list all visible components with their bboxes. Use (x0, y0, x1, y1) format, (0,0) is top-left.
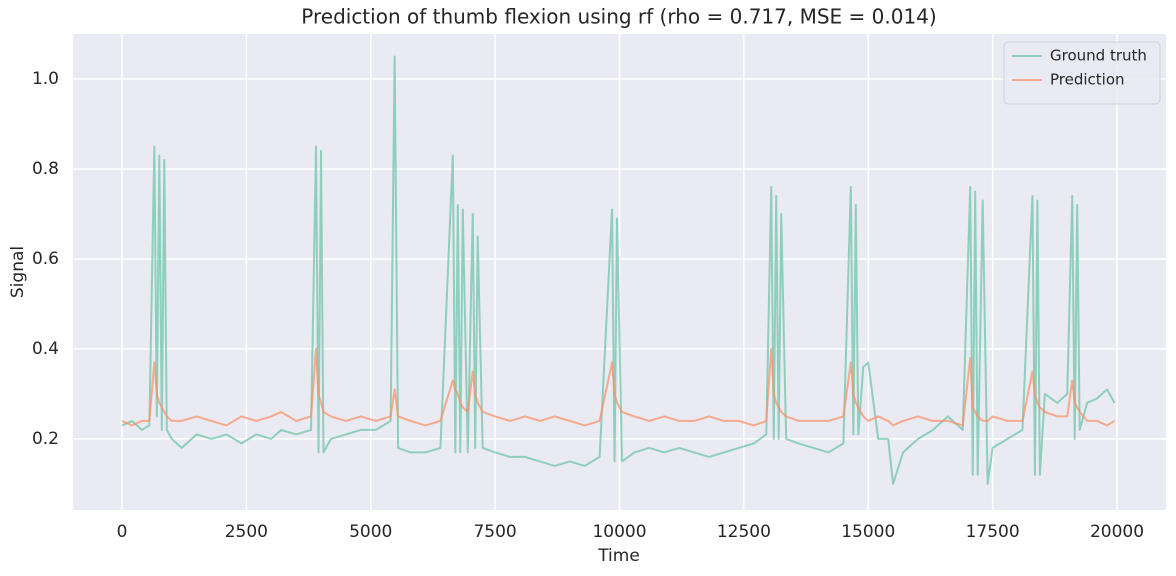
y-tick-label: 0.2 (32, 429, 59, 449)
y-tick-label: 1.0 (32, 69, 59, 89)
series-line (121, 55, 1116, 485)
legend-box (1003, 41, 1161, 105)
x-tick-label: 12500 (717, 522, 771, 542)
x-tick-label: 2500 (225, 522, 268, 542)
y-tick-label: 0.4 (32, 339, 59, 359)
legend-label: Prediction (1050, 71, 1125, 89)
x-tick-label: 5000 (349, 522, 392, 542)
x-tick-label: 15000 (841, 522, 895, 542)
x-tick-label: 0 (117, 522, 128, 542)
legend-label: Ground truth (1050, 47, 1147, 65)
x-axis-label: Time (597, 546, 640, 566)
x-tick-label: 20000 (1090, 522, 1144, 542)
y-axis-label: Signal (8, 246, 28, 298)
x-tick-label: 17500 (966, 522, 1020, 542)
y-tick-label: 0.8 (32, 159, 59, 179)
x-tick-label: 10000 (592, 522, 646, 542)
series-line (121, 347, 1116, 427)
y-tick-label: 0.6 (32, 249, 59, 269)
x-tick-label: 7500 (473, 522, 516, 542)
chart-title: Prediction of thumb flexion using rf (rh… (301, 5, 936, 29)
